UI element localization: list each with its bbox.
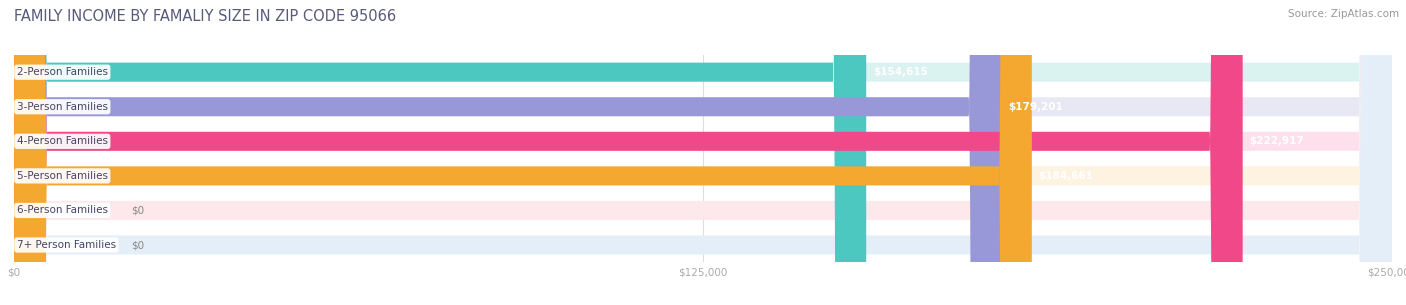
Text: 4-Person Families: 4-Person Families — [17, 136, 108, 146]
Text: 6-Person Families: 6-Person Families — [17, 206, 108, 215]
Text: Source: ZipAtlas.com: Source: ZipAtlas.com — [1288, 9, 1399, 19]
Text: $0: $0 — [131, 206, 145, 215]
FancyBboxPatch shape — [14, 0, 1392, 305]
FancyBboxPatch shape — [14, 0, 1392, 305]
FancyBboxPatch shape — [14, 0, 1032, 305]
Text: $154,615: $154,615 — [873, 67, 928, 77]
Text: $184,661: $184,661 — [1039, 171, 1094, 181]
FancyBboxPatch shape — [14, 0, 1392, 305]
FancyBboxPatch shape — [14, 0, 1243, 305]
Text: 2-Person Families: 2-Person Families — [17, 67, 108, 77]
Text: $0: $0 — [131, 240, 145, 250]
Text: FAMILY INCOME BY FAMALIY SIZE IN ZIP CODE 95066: FAMILY INCOME BY FAMALIY SIZE IN ZIP COD… — [14, 9, 396, 24]
FancyBboxPatch shape — [14, 0, 1392, 305]
Text: $179,201: $179,201 — [1008, 102, 1063, 112]
FancyBboxPatch shape — [14, 0, 866, 305]
Text: 5-Person Families: 5-Person Families — [17, 171, 108, 181]
Text: 7+ Person Families: 7+ Person Families — [17, 240, 115, 250]
FancyBboxPatch shape — [14, 0, 1392, 305]
Text: $222,917: $222,917 — [1250, 136, 1305, 146]
FancyBboxPatch shape — [14, 0, 1001, 305]
Text: 3-Person Families: 3-Person Families — [17, 102, 108, 112]
FancyBboxPatch shape — [14, 0, 1392, 305]
